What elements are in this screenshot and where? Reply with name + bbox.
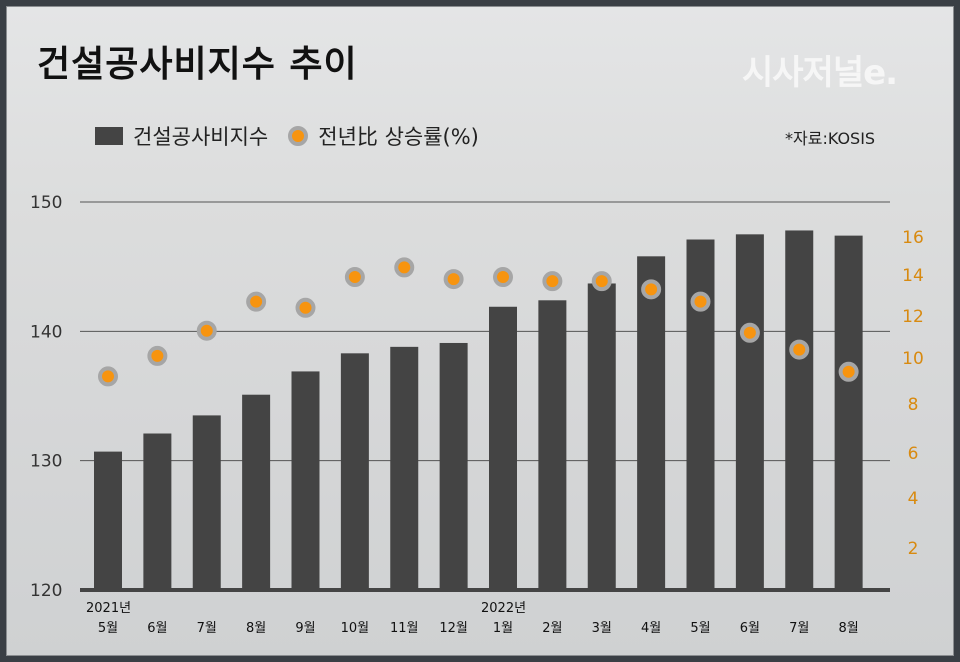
rate-point [344,267,365,288]
left-axis-tick: 150 [30,193,62,213]
bar [587,283,616,590]
bar [94,451,122,590]
x-axis-tick: 8월 [246,621,266,636]
left-axis-tick: 130 [30,452,62,472]
bar [735,234,764,591]
bar [340,353,369,590]
x-axis-tick: 4월 [641,621,661,636]
bar [143,433,172,590]
left-axis-tick: 120 [30,581,62,601]
rate-point [443,269,464,290]
watermark-logo: 시사저널e. [742,53,898,93]
x-axis-tick: 6월 [740,621,760,636]
bar [834,235,863,591]
right-axis-tick: 10 [902,349,924,369]
x-axis-tick: 10월 [341,621,370,636]
bar [637,256,666,590]
year-label: 2022년 [481,601,526,616]
x-axis-tick: 9월 [295,621,315,636]
legend-bar-swatch [95,127,123,145]
x-axis-tick: 7월 [197,621,217,636]
chart-title: 건설공사비지수 추이 [37,44,358,85]
bar [489,306,517,590]
rate-point [295,297,316,318]
rate-point [838,361,859,382]
bar [785,230,814,590]
right-axis-tick: 8 [908,395,919,415]
x-axis-tick: 12월 [439,621,468,636]
bar [390,346,419,590]
right-axis-tick: 16 [902,228,924,248]
rate-point [147,345,168,366]
bar [192,415,221,590]
right-axis-tick: 12 [902,307,924,327]
legend-bar-label: 건설공사비지수 [133,125,269,149]
legend-dot-swatch [288,126,309,146]
bar [439,342,468,590]
x-axis-tick: 11월 [390,621,419,636]
year-label: 2021년 [86,601,131,616]
legend-dot-label: 전년比 상승률(%) [318,125,479,149]
rate-point [641,279,662,300]
x-axis-tick: 5월 [98,621,118,636]
rate-point [542,271,563,292]
bar [242,394,271,590]
rate-point [394,257,415,278]
rate-point [98,366,118,387]
rate-point [246,291,267,312]
bar [291,371,320,590]
x-axis-tick: 5월 [690,621,710,636]
rate-point [493,267,513,288]
x-axis-tick: 8월 [839,621,859,636]
x-axis-tick: 3월 [592,621,612,636]
x-axis-tick: 1월 [493,621,513,636]
rate-point [789,339,810,360]
right-axis-tick: 6 [908,444,919,464]
right-axis-tick: 2 [908,539,919,559]
x-axis-tick: 6월 [147,621,167,636]
rate-point [690,291,711,312]
rate-point [196,320,217,341]
left-axis-tick: 140 [30,322,62,342]
right-axis-tick: 14 [902,266,924,286]
right-axis-tick: 4 [908,489,919,509]
x-axis-tick: 7월 [789,621,809,636]
bar [538,300,567,590]
rate-point [591,271,612,292]
rate-point [739,322,760,343]
x-axis-tick: 2월 [542,621,562,636]
legend: 건설공사비지수 전년比 상승률(%) [95,121,479,151]
source-note: *자료:KOSIS [785,129,876,148]
